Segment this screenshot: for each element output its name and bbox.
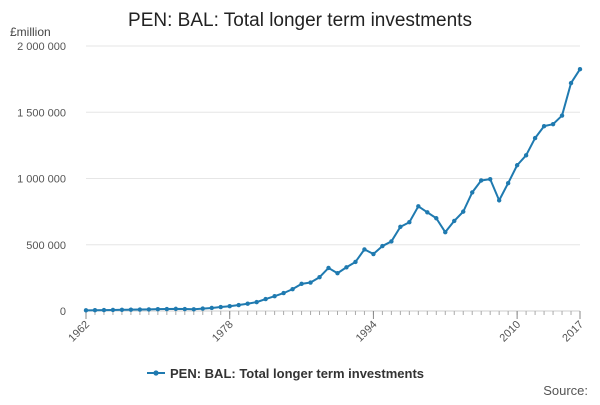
data-point [83,308,89,313]
y-tick-label: 1 000 000 [17,174,66,186]
data-point [164,306,170,312]
data-point [425,210,430,215]
gridlines [86,45,580,312]
data-point [308,280,313,285]
unit-label: £million [10,25,51,39]
data-point [505,180,511,186]
legend-marker-swatch [153,370,159,376]
x-tick-label: 1994 [354,319,380,345]
data-point [200,306,205,311]
series-line [85,68,581,312]
data-point [110,307,116,313]
data-point [272,293,277,299]
data-point [92,308,98,313]
data-point [146,307,152,312]
x-tick-label: 1978 [210,319,236,345]
data-point [263,296,268,302]
data-point [371,251,376,257]
data-point [326,265,331,271]
data-point [128,307,134,312]
data-point [119,307,125,313]
data-point [335,271,340,276]
data-point [398,224,403,230]
source-label: Source: [543,383,588,398]
data-point [523,153,529,158]
legend-label: PEN: BAL: Total longer term investments [170,366,424,381]
data-point [191,307,196,312]
data-point [514,163,520,168]
legend: PEN: BAL: Total longer term investments [147,366,424,381]
y-tick-label: 500 000 [26,240,66,252]
data-point [236,302,241,308]
data-point [209,305,214,311]
data-point [380,243,385,249]
x-tick-label: 1962 [66,319,92,345]
data-point [245,301,250,306]
y-tick-label: 0 [60,306,66,318]
data-point [389,239,394,244]
data-point [452,218,457,224]
data-point [443,229,448,235]
data-point [227,304,232,309]
data-point [290,286,295,292]
data-point [434,216,439,221]
data-point [254,299,259,305]
data-point [101,307,107,313]
data-point [218,304,223,310]
axes: 0 500 000 1 000 000 1 500 000 2 000 000 1962 1… [17,41,586,344]
data-point [470,190,475,195]
data-point [568,80,574,86]
data-point [532,135,538,141]
data-point [344,265,349,270]
data-point [182,306,187,312]
data-point [559,113,565,118]
data-point [137,307,143,312]
y-tick-label: 2 000 000 [17,41,66,53]
data-point [317,275,322,280]
x-tick-label: 2010 [497,319,523,345]
data-point [155,306,161,312]
data-point [407,220,412,225]
x-tick-label: 2017 [560,319,586,345]
data-point [541,123,547,129]
data-point [281,290,286,296]
y-tick-label: 1 500 000 [17,107,66,119]
data-point [487,176,493,182]
data-point [479,178,484,183]
data-point [353,259,358,265]
data-point [550,121,556,127]
data-point [362,247,367,252]
data-point [496,198,502,203]
chart-title: PEN: BAL: Total longer term investments [128,10,472,31]
data-point [577,66,583,72]
data-point [461,209,466,214]
data-point [299,281,304,287]
data-point [173,306,179,312]
data-point [416,204,421,209]
series-layer [83,66,583,313]
